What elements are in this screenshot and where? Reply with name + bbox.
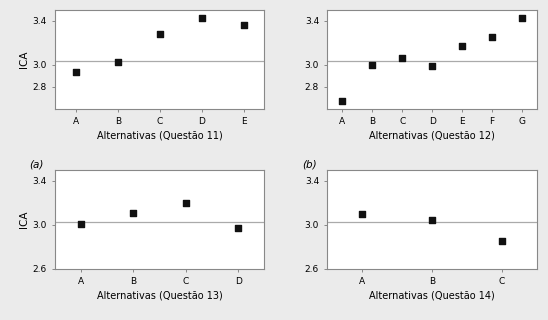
Point <box>518 16 527 21</box>
Point <box>498 239 506 244</box>
X-axis label: Alternativas (Questão 14): Alternativas (Questão 14) <box>369 290 495 300</box>
Point <box>71 70 80 75</box>
X-axis label: Alternativas (Questão 11): Alternativas (Questão 11) <box>97 130 222 140</box>
Point <box>428 218 437 223</box>
Point <box>488 35 496 40</box>
X-axis label: Alternativas (Questão 12): Alternativas (Questão 12) <box>369 130 495 140</box>
Point <box>155 31 164 36</box>
Point <box>77 221 85 226</box>
Point <box>458 43 466 48</box>
Point <box>181 200 190 205</box>
Text: (a): (a) <box>30 160 44 170</box>
Y-axis label: ICA: ICA <box>19 50 29 68</box>
Point <box>338 98 347 103</box>
X-axis label: Alternativas (Questão 13): Alternativas (Questão 13) <box>97 290 222 300</box>
Point <box>129 210 138 215</box>
Point <box>428 63 437 68</box>
Point <box>398 55 407 60</box>
Y-axis label: ICA: ICA <box>19 211 29 228</box>
Text: (b): (b) <box>302 160 317 170</box>
Point <box>197 16 206 21</box>
Point <box>368 62 376 67</box>
Point <box>239 22 248 28</box>
Point <box>113 60 122 65</box>
Point <box>358 211 367 216</box>
Point <box>234 226 243 231</box>
